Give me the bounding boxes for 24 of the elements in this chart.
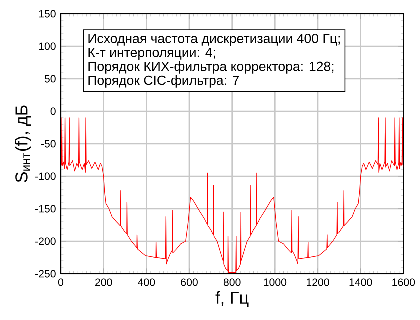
x-tick-label: 0 xyxy=(58,278,64,286)
y-tick-label: 50 xyxy=(44,75,56,83)
y-tick-label: -200 xyxy=(36,238,56,246)
annotation: Исходная частота дискретизации 400 Гц; xyxy=(88,34,340,46)
x-tick-label: 200 xyxy=(96,278,112,286)
x-tick-label: 1200 xyxy=(306,278,330,286)
x-tick-label: 800 xyxy=(224,278,241,286)
x-tick-label: 400 xyxy=(138,278,156,286)
x-tick-label: 1400 xyxy=(350,278,372,286)
y-tick-label: 150 xyxy=(39,10,56,18)
x-tick-label: 1000 xyxy=(264,278,287,286)
y-tick-label: 0 xyxy=(50,108,56,116)
y-tick-label: -150 xyxy=(36,205,56,213)
y-tick-label: -50 xyxy=(41,140,56,148)
annotation: Порядок КИХ-фильтра корректора: 128; xyxy=(88,62,334,74)
x-tick-label: 1600 xyxy=(392,278,416,286)
x-axis-title: f, Гц xyxy=(216,291,249,308)
annotation: Порядок CIC-фильтра: 7 xyxy=(88,75,240,88)
y-tick-label: 100 xyxy=(39,42,56,50)
y-tick-label: -250 xyxy=(36,270,56,278)
annotation: К-т интерполяции: 4; xyxy=(88,48,216,60)
x-tick-label: 600 xyxy=(181,278,198,286)
y-tick-label: -100 xyxy=(36,172,56,180)
y-axis-title: S$_{инт}$(f), дБ xyxy=(15,106,32,182)
